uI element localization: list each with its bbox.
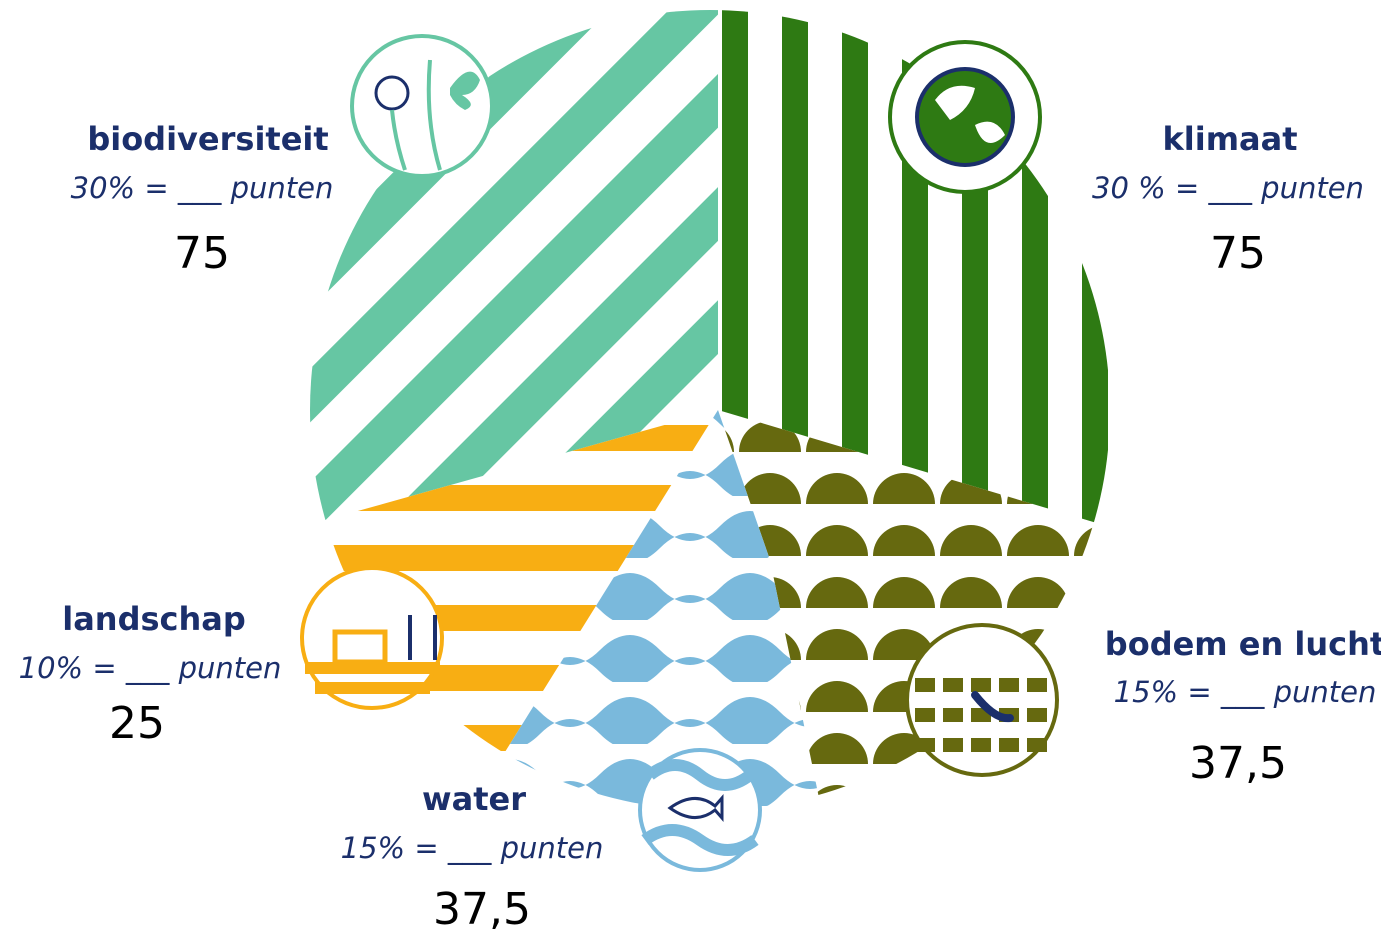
segment-points: 25 <box>109 698 165 749</box>
icon-water <box>640 750 760 870</box>
segment-points: 75 <box>174 228 230 279</box>
segment-formula: 10% = ___ punten <box>19 651 282 685</box>
icon-bodem <box>907 625 1057 775</box>
segment-title: water <box>422 780 526 818</box>
icon-biodiversiteit <box>352 36 492 176</box>
segment-points: 37,5 <box>433 884 531 932</box>
segment-formula: 30% = ___ punten <box>71 171 334 205</box>
segment-formula: 15% = ___ punten <box>341 831 604 865</box>
segment-title: klimaat <box>1162 120 1297 158</box>
segment-formula: 30 % = ___ punten <box>1092 171 1364 205</box>
segment-title: landschap <box>62 600 246 638</box>
segment-points: 37,5 <box>1189 738 1287 789</box>
icon-landschap <box>302 568 442 708</box>
segment-title: bodem en lucht <box>1105 625 1381 663</box>
segment-points: 75 <box>1210 228 1266 279</box>
segment-formula: 15% = ___ punten <box>1114 675 1377 709</box>
segment-title: biodiversiteit <box>87 120 328 158</box>
icon-klimaat <box>890 42 1040 192</box>
infographic: biodiversiteit 30% = ___ punten 75 klima… <box>0 0 1381 932</box>
